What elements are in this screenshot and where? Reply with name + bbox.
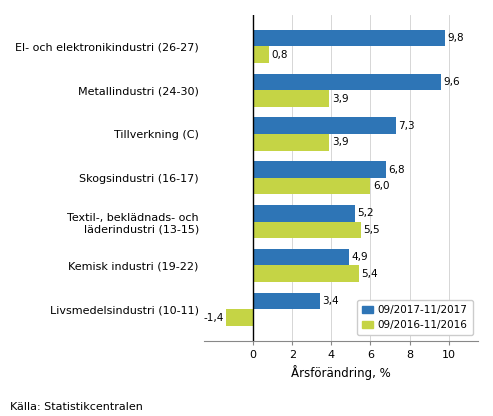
X-axis label: Årsförändring, %: Årsförändring, % — [291, 365, 391, 380]
Bar — [253, 74, 441, 90]
Bar — [253, 47, 269, 63]
Text: 7,3: 7,3 — [398, 121, 415, 131]
Bar — [253, 134, 329, 151]
Bar — [253, 205, 355, 222]
Bar — [226, 309, 253, 326]
Bar — [253, 30, 445, 47]
Text: 6,0: 6,0 — [373, 181, 389, 191]
Bar — [253, 117, 396, 134]
Bar — [253, 292, 319, 309]
Text: Källa: Statistikcentralen: Källa: Statistikcentralen — [10, 402, 143, 412]
Text: 5,4: 5,4 — [361, 269, 378, 279]
Text: 4,9: 4,9 — [352, 252, 368, 262]
Bar — [253, 161, 386, 178]
Legend: 09/2017-11/2017, 09/2016-11/2016: 09/2017-11/2017, 09/2016-11/2016 — [357, 300, 473, 335]
Text: 3,4: 3,4 — [322, 296, 339, 306]
Text: 3,9: 3,9 — [332, 94, 349, 104]
Text: 6,8: 6,8 — [388, 164, 405, 174]
Bar — [253, 178, 370, 194]
Text: 0,8: 0,8 — [271, 50, 287, 60]
Bar — [253, 222, 361, 238]
Text: 5,2: 5,2 — [357, 208, 374, 218]
Bar — [253, 265, 359, 282]
Text: 9,6: 9,6 — [443, 77, 460, 87]
Text: 3,9: 3,9 — [332, 137, 349, 147]
Bar — [253, 249, 349, 265]
Text: 5,5: 5,5 — [363, 225, 380, 235]
Text: 9,8: 9,8 — [447, 33, 464, 43]
Text: -1,4: -1,4 — [203, 312, 223, 322]
Bar — [253, 90, 329, 107]
